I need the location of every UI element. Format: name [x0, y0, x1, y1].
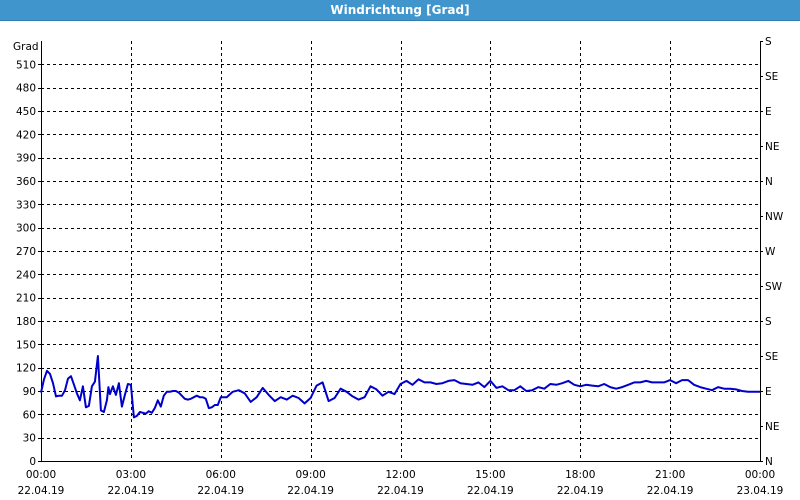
y-tick-label: 330: [16, 199, 36, 211]
y2-tick-label: SE: [765, 351, 778, 363]
y-tick-label: 30: [23, 433, 36, 445]
y2-tick-label: SW: [765, 281, 783, 293]
y-tick-label: 510: [16, 59, 36, 71]
y2-tick-label: NW: [765, 211, 784, 223]
x-tick-time: 03:00: [116, 469, 146, 481]
y-tick-label: 120: [16, 363, 36, 375]
x-tick-time: 09:00: [295, 469, 325, 481]
y-tick-label: 90: [23, 386, 36, 398]
y-tick-label: 480: [16, 83, 36, 95]
y2-tick-label: W: [765, 246, 776, 258]
y2-tick-label: NE: [765, 421, 780, 433]
x-tick-date: 22.04.19: [377, 485, 424, 497]
x-tick-time: 00:00: [26, 469, 56, 481]
series: [40, 355, 760, 419]
y2-tick-label: N: [765, 176, 773, 188]
y-tick-label: 450: [16, 106, 36, 118]
x-tick-date: 22.04.19: [107, 485, 154, 497]
x-tick-time: 06:00: [206, 469, 236, 481]
x-tick-time: 15:00: [475, 469, 505, 481]
tick-labels: 0 30 60 90 120 150 180 210 240 270 300 330 360 390 420…: [16, 36, 784, 497]
y-tick-label: 180: [16, 316, 36, 328]
y2-tick-label: S: [765, 316, 772, 328]
x-tick-date: 23.04.19: [737, 485, 784, 497]
x-tick-date: 22.04.19: [18, 485, 65, 497]
y-axis-label: Grad: [13, 41, 39, 53]
y2-tick-label: N: [765, 456, 773, 468]
y-tick-label: 300: [16, 223, 36, 235]
y2-tick-label: SE: [765, 71, 778, 83]
x-tick-date: 22.04.19: [197, 485, 244, 497]
y2-tick-label: E: [765, 386, 772, 398]
x-tick-date: 22.04.19: [557, 485, 604, 497]
x-tick-time: 21:00: [655, 469, 685, 481]
series-line: [40, 355, 760, 419]
window-title: Windrichtung [Grad]: [0, 0, 800, 21]
y-tick-label: 240: [16, 269, 36, 281]
grid: [41, 41, 760, 461]
y-tick-label: 390: [16, 153, 36, 165]
y-tick-label: 0: [29, 456, 36, 468]
x-tick-date: 22.04.19: [467, 485, 514, 497]
x-tick-date: 22.04.19: [647, 485, 694, 497]
y-tick-label: 60: [23, 409, 36, 421]
x-tick-date: 22.04.19: [287, 485, 334, 497]
y-tick-label: 420: [16, 129, 36, 141]
y-tick-label: 150: [16, 339, 36, 351]
x-tick-time: 12:00: [385, 469, 415, 481]
y-tick-label: 210: [16, 293, 36, 305]
y-tick-label: 360: [16, 176, 36, 188]
x-tick-time: 18:00: [565, 469, 595, 481]
y2-tick-label: NE: [765, 141, 780, 153]
x-tick-time: 00:00: [745, 469, 775, 481]
y-tick-label: 270: [16, 246, 36, 258]
y2-tick-label: S: [765, 36, 772, 48]
y2-tick-label: E: [765, 106, 772, 118]
